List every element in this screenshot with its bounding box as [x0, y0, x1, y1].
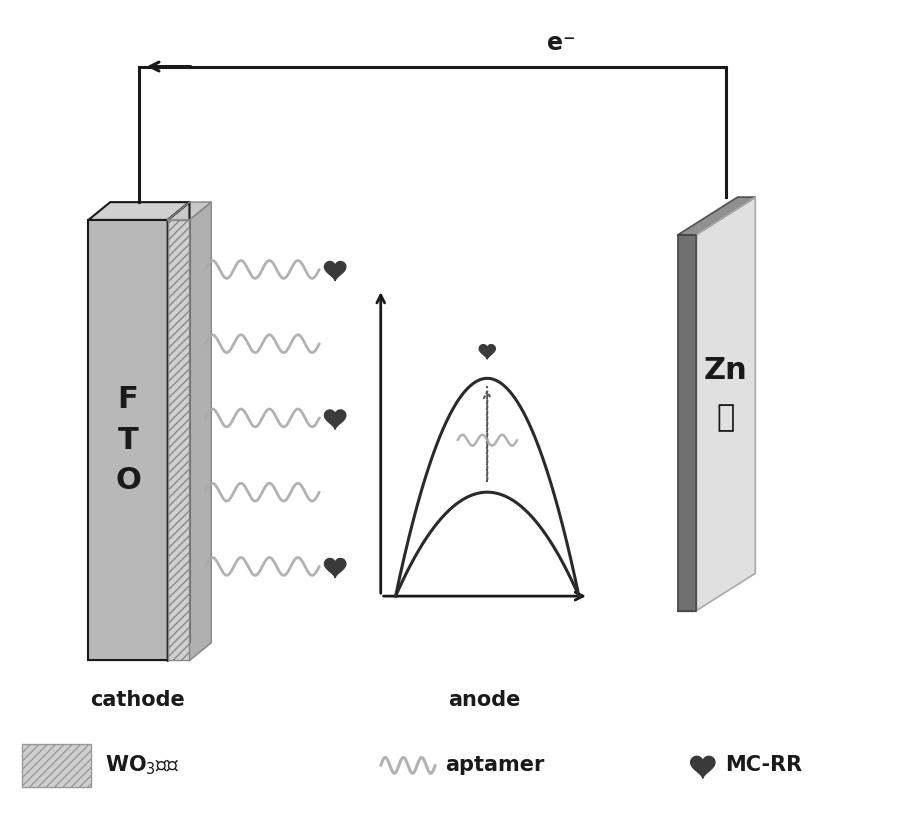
Polygon shape — [325, 410, 346, 430]
Text: F
T
O: F T O — [115, 385, 141, 495]
Polygon shape — [168, 202, 190, 660]
Polygon shape — [22, 744, 91, 787]
Text: MC-RR: MC-RR — [726, 756, 803, 775]
Polygon shape — [325, 262, 346, 281]
Polygon shape — [678, 235, 696, 611]
Polygon shape — [168, 220, 190, 660]
Polygon shape — [190, 202, 211, 660]
Polygon shape — [678, 198, 755, 235]
Polygon shape — [325, 559, 346, 578]
Text: aptamer: aptamer — [445, 756, 545, 775]
Polygon shape — [691, 756, 715, 779]
Text: e⁻: e⁻ — [547, 30, 575, 54]
Text: Zn
片: Zn 片 — [703, 356, 748, 432]
Polygon shape — [89, 220, 168, 660]
Text: cathode: cathode — [90, 690, 185, 710]
Polygon shape — [168, 202, 211, 220]
Polygon shape — [696, 198, 755, 611]
Polygon shape — [479, 345, 495, 359]
Text: WO$_3$薄膜: WO$_3$薄膜 — [105, 754, 180, 777]
Polygon shape — [89, 202, 190, 220]
Text: anode: anode — [449, 690, 521, 710]
